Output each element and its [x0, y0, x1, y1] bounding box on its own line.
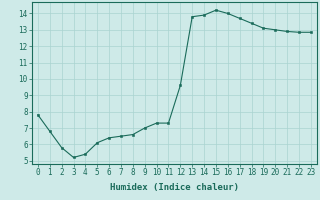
X-axis label: Humidex (Indice chaleur): Humidex (Indice chaleur) — [110, 183, 239, 192]
